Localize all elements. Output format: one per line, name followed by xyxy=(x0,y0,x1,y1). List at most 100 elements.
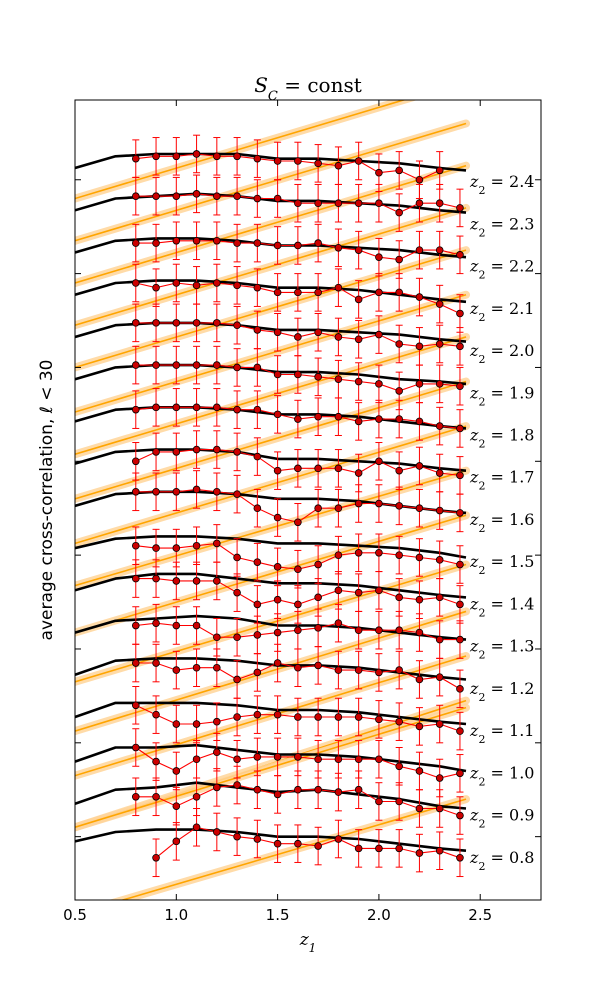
data-point-z2-1-0 xyxy=(314,755,322,764)
band-line-z2-2-3 xyxy=(75,122,467,242)
data-point-z2-1-7 xyxy=(192,445,201,454)
data-point-z2-1-2 xyxy=(314,661,322,670)
data-point-z2-1-2 xyxy=(456,685,464,693)
data-point-z2-1-4 xyxy=(273,595,282,604)
data-point-z2-0-9 xyxy=(192,792,201,801)
data-point-z2-1-7 xyxy=(395,466,403,475)
data-point-z2-2-2 xyxy=(273,241,282,250)
data-point-z2-1-1 xyxy=(172,720,181,728)
band-line-z2-1-6 xyxy=(75,425,467,545)
data-point-z2-1-3 xyxy=(435,635,444,644)
data-point-z2-0-9 xyxy=(395,797,403,806)
data-point-z2-1-7 xyxy=(294,464,302,473)
data-point-z2-2-0 xyxy=(253,326,262,334)
data-point-z2-2-0 xyxy=(314,328,322,337)
data-point-z2-1-5 xyxy=(253,558,262,566)
data-point-z2-1-8 xyxy=(456,424,464,433)
data-point-z2-1-1 xyxy=(334,713,343,721)
model-curve-z2-1-6 xyxy=(75,490,467,515)
data-point-z2-1-8 xyxy=(213,403,221,412)
data-point-z2-2-4 xyxy=(435,166,444,175)
data-point-z2-1-5 xyxy=(395,551,403,559)
data-point-z2-1-0 xyxy=(294,753,302,761)
data-point-z2-1-3 xyxy=(172,621,181,630)
data-point-z2-2-2 xyxy=(172,236,181,245)
data-point-z2-2-1 xyxy=(294,288,302,297)
data-point-z2-1-1 xyxy=(375,715,383,724)
data-point-z2-1-7 xyxy=(131,457,140,466)
data-point-z2-2-4 xyxy=(415,175,424,184)
data-point-z2-0-9 xyxy=(273,790,282,799)
data-point-z2-0-9 xyxy=(375,797,383,806)
data-point-z2-1-5 xyxy=(456,560,464,569)
data-point-z2-2-4 xyxy=(213,152,221,161)
data-point-z2-2-3 xyxy=(213,192,221,200)
data-point-z2-2-3 xyxy=(294,199,302,208)
data-point-z2-1-0 xyxy=(456,769,464,778)
data-point-z2-1-4 xyxy=(172,577,181,585)
data-point-z2-2-3 xyxy=(435,199,444,208)
data-point-z2-1-8 xyxy=(395,415,403,423)
data-point-z2-2-0 xyxy=(415,342,424,351)
data-point-z2-1-8 xyxy=(233,405,241,414)
z2-label: z2 = 1.3 xyxy=(469,637,534,662)
data-point-z2-1-5 xyxy=(314,560,322,569)
data-point-z2-1-1 xyxy=(456,727,464,735)
data-point-z2-2-0 xyxy=(375,330,383,339)
data-point-z2-1-2 xyxy=(253,668,262,677)
data-point-z2-2-4 xyxy=(395,166,403,175)
data-point-z2-1-6 xyxy=(131,487,140,496)
data-point-z2-2-4 xyxy=(334,161,343,170)
z2-label: z2 = 1.9 xyxy=(469,383,534,408)
data-point-z2-1-1 xyxy=(233,713,241,721)
data-point-z2-1-8 xyxy=(253,405,262,414)
data-point-z2-1-2 xyxy=(415,675,424,684)
data-point-z2-1-7 xyxy=(314,464,322,473)
data-point-z2-1-9 xyxy=(294,370,302,379)
data-point-z2-1-3 xyxy=(131,621,140,630)
z2-label: z2 = 1.8 xyxy=(469,425,534,450)
z2-label: z2 = 0.8 xyxy=(469,848,534,873)
data-point-z2-2-2 xyxy=(213,236,221,245)
data-point-z2-1-0 xyxy=(354,755,363,764)
data-point-z2-1-0 xyxy=(253,753,262,761)
data-point-z2-1-9 xyxy=(273,370,282,379)
x-tick-label: 1.5 xyxy=(266,906,290,924)
data-point-z2-1-3 xyxy=(152,619,160,627)
data-point-z2-1-6 xyxy=(253,504,262,513)
data-point-z2-1-7 xyxy=(354,469,363,477)
data-point-z2-1-9 xyxy=(456,382,464,391)
data-point-z2-0-9 xyxy=(456,811,464,820)
data-point-z2-0-8 xyxy=(233,832,241,841)
data-point-z2-1-1 xyxy=(314,713,322,721)
data-point-z2-2-1 xyxy=(375,288,383,297)
data-point-z2-1-9 xyxy=(375,380,383,388)
data-point-z2-1-1 xyxy=(294,713,302,721)
data-point-z2-2-1 xyxy=(213,279,221,287)
model-curve-z2-1-5 xyxy=(75,535,467,559)
data-point-z2-2-0 xyxy=(273,328,282,337)
data-point-z2-1-5 xyxy=(152,544,160,552)
data-point-z2-2-4 xyxy=(172,152,181,161)
orange-band-layer xyxy=(75,100,471,900)
data-point-z2-1-9 xyxy=(152,361,160,369)
data-point-z2-2-1 xyxy=(253,283,262,292)
data-line-z2-0-8 xyxy=(155,826,461,859)
data-point-z2-2-4 xyxy=(253,154,262,163)
data-point-z2-1-2 xyxy=(375,668,383,677)
data-point-z2-1-0 xyxy=(273,753,282,761)
z2-label: z2 = 1.4 xyxy=(469,594,534,619)
data-point-z2-0-9 xyxy=(152,792,160,801)
data-point-z2-1-9 xyxy=(354,377,363,386)
data-point-z2-1-0 xyxy=(152,757,160,766)
data-point-z2-1-8 xyxy=(131,405,140,414)
data-point-z2-1-4 xyxy=(213,577,221,585)
data-point-z2-1-4 xyxy=(152,574,160,583)
data-point-z2-2-3 xyxy=(273,194,282,203)
data-point-z2-1-8 xyxy=(375,415,383,423)
band-line-z2-1-1 xyxy=(75,655,467,777)
data-point-z2-1-0 xyxy=(172,767,181,775)
data-point-z2-1-3 xyxy=(273,628,282,637)
data-point-z2-2-3 xyxy=(192,190,201,198)
data-point-z2-2-1 xyxy=(395,288,403,297)
